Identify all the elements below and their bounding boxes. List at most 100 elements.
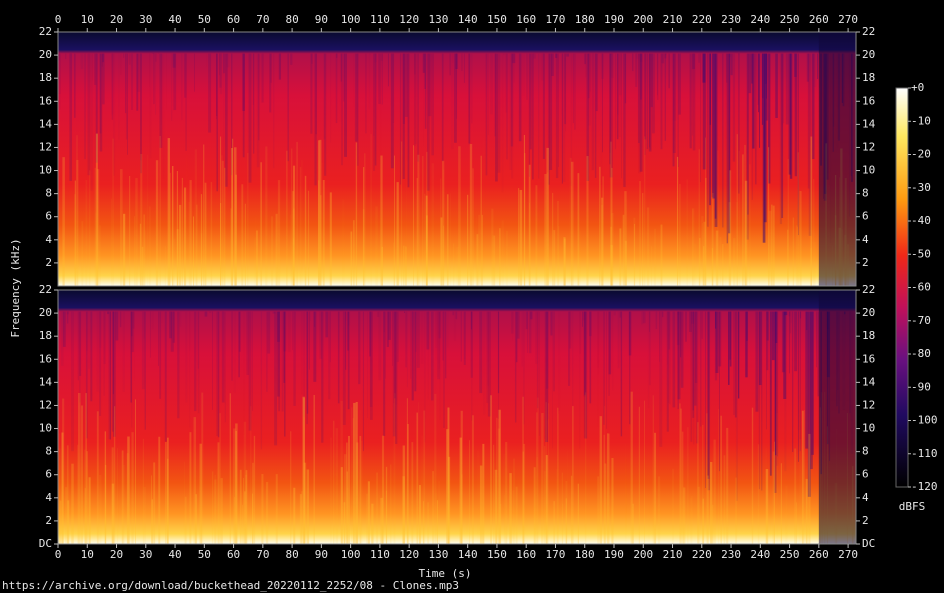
spectrum-texture: [134, 216, 135, 286]
y-tick-label: 22: [39, 283, 52, 296]
spectrum-texture: [550, 311, 553, 336]
spectrum-texture: [677, 311, 679, 410]
spectrum-texture: [348, 312, 350, 326]
spectrum-texture: [610, 245, 613, 286]
spectrum-texture: [536, 311, 539, 409]
x-tick-label: 210: [663, 13, 683, 26]
spectrum-texture: [796, 502, 797, 544]
spectrum-texture: [761, 53, 764, 125]
spectrum-texture: [505, 53, 508, 113]
spectrum-texture: [304, 175, 307, 286]
spectrum-texture: [81, 221, 84, 286]
spectrum-texture: [135, 178, 138, 286]
spectrum-texture: [677, 312, 680, 315]
spectrum-texture: [380, 497, 383, 544]
spectrum-texture: [69, 53, 73, 181]
spectrum-texture: [173, 238, 176, 286]
spectrum-texture: [747, 53, 749, 215]
spectrum-texture: [169, 311, 172, 339]
x-tick-label: 0: [55, 548, 62, 561]
x-tick-label: 270: [838, 548, 858, 561]
spectrum-texture: [595, 53, 598, 112]
spectrum-texture: [680, 311, 684, 388]
spectrum-texture: [624, 191, 627, 286]
x-tick-label: 210: [663, 548, 683, 561]
spectrum-texture: [469, 143, 473, 286]
spectrum-texture: [700, 53, 701, 183]
x-tick-label: 160: [516, 13, 536, 26]
spectrum-texture: [65, 53, 67, 60]
spectrum-texture: [104, 464, 107, 544]
spectrum-texture: [738, 150, 740, 286]
spectrum-texture: [111, 53, 114, 120]
spectrum-texture: [702, 498, 705, 544]
spectrum-texture: [622, 214, 625, 286]
spectrum-texture: [536, 397, 540, 544]
spectrum-texture: [486, 311, 489, 403]
spectrum-texture: [703, 221, 706, 286]
spectrum-texture: [706, 413, 708, 544]
spectrum-texture: [402, 53, 405, 180]
spectrum-texture: [77, 444, 79, 544]
spectrum-texture: [746, 311, 748, 341]
spectrum-texture: [522, 54, 525, 97]
spectrum-texture: [471, 53, 473, 124]
spectrum-texture: [58, 53, 61, 110]
spectrum-texture: [373, 53, 375, 136]
x-tick-label: 240: [750, 13, 770, 26]
spectrum-texture: [244, 474, 248, 544]
spectrum-texture: [704, 137, 706, 286]
spectrum-texture: [499, 503, 502, 544]
spectrum-texture: [714, 53, 717, 219]
spectrum-texture: [252, 493, 254, 544]
spectrum-texture: [503, 54, 505, 56]
spectrum-texture: [99, 53, 102, 134]
spectrum-texture: [197, 311, 200, 369]
spectrum-texture: [414, 53, 416, 147]
spectrum-texture: [355, 401, 358, 544]
spectrum-texture: [528, 311, 532, 354]
spectrum-texture: [144, 311, 146, 430]
spectrum-texture: [528, 202, 530, 286]
spectrum-texture: [759, 53, 761, 148]
spectrum-texture: [728, 53, 731, 234]
caption: https://archive.org/download/buckethead_…: [2, 579, 459, 592]
spectrum-texture: [438, 481, 440, 544]
spectrum-texture: [518, 188, 520, 286]
spectrum-texture: [794, 53, 797, 177]
spectrum-texture: [111, 311, 114, 432]
spectrum-texture: [422, 53, 425, 73]
spectrum-texture: [414, 53, 416, 75]
spectrum-texture: [418, 402, 419, 544]
spectrum-texture: [390, 53, 394, 169]
spectrum-texture: [584, 392, 587, 544]
spectrum-texture: [267, 311, 271, 354]
spectrum-texture: [75, 135, 79, 286]
spectrum-texture: [287, 311, 291, 353]
x-tick-label: 270: [838, 13, 858, 26]
spectrum-texture: [692, 208, 694, 286]
spectrum-texture: [107, 311, 110, 315]
spectrum-texture: [476, 234, 479, 286]
spectrum-texture: [511, 53, 514, 179]
spectrum-texture: [216, 53, 218, 192]
spectrum-texture: [347, 311, 350, 410]
spectrum-texture: [341, 53, 343, 166]
spectrum-texture: [629, 311, 631, 425]
spectrum-texture: [527, 311, 529, 353]
colorbar-tick-label: -90: [911, 380, 931, 393]
spectrum-texture: [350, 231, 353, 286]
spectrum-texture: [402, 445, 405, 544]
x-tick-label: 170: [546, 13, 566, 26]
spectrum-texture: [216, 53, 218, 116]
spectrum-texture: [621, 53, 622, 179]
spectrum-texture: [496, 417, 498, 544]
spectrum-texture: [766, 311, 767, 430]
spectrum-texture: [356, 442, 359, 544]
spectrum-texture: [619, 311, 622, 318]
spectrum-texture: [79, 311, 81, 403]
x-tick-label: 130: [428, 13, 448, 26]
spectrum-texture: [685, 311, 687, 342]
spectrum-texture: [816, 311, 818, 368]
spectrum-texture: [184, 53, 187, 98]
